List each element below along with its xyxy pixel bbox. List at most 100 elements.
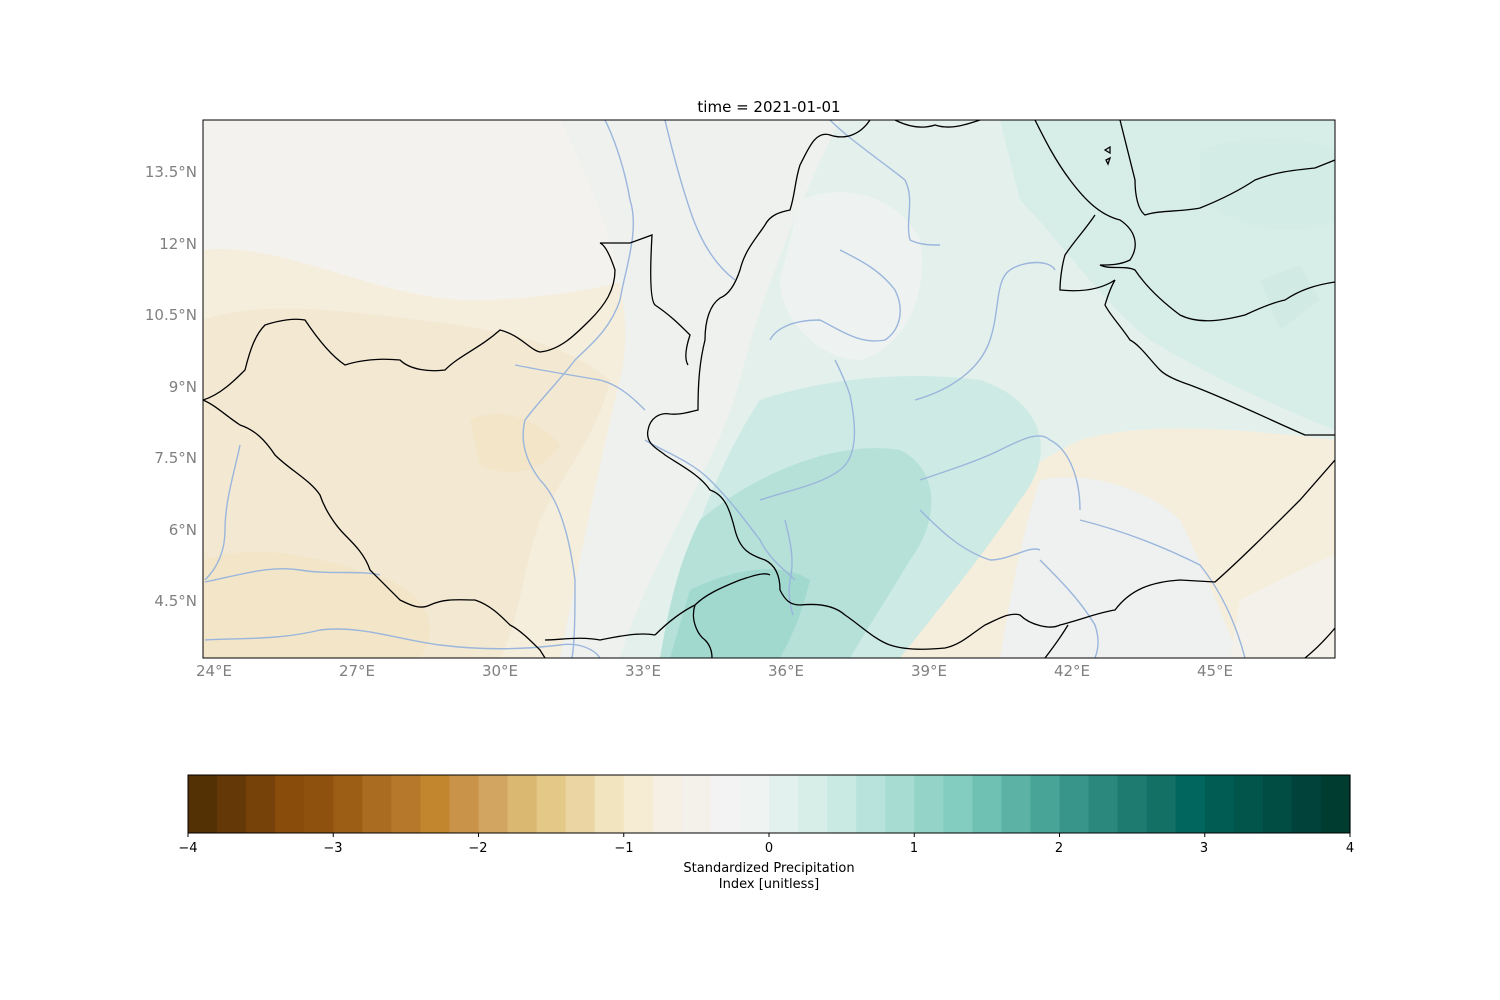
colorbar-swatch [304,775,334,833]
colorbar-tick-label: −1 [614,841,633,856]
colorbar-swatch [1030,775,1061,833]
lat-tick-label: 13.5°N [145,163,197,181]
river-sobat [644,439,796,581]
colorbar-tick-label: 4 [1346,841,1354,856]
colorbar-swatch [391,775,421,833]
river-omo [919,509,1041,561]
lat-tick-label: 9°N [169,378,197,396]
colorbar-swatch [217,775,247,833]
rivers [204,120,1246,658]
lon-tick-label: 42°E [1054,662,1090,680]
border-south-sudan-drc [203,399,546,658]
lat-tick-label: 12°N [159,235,197,253]
spi-neutral-patch-highlands [780,192,922,360]
lon-tick-label: 30°E [482,662,518,680]
borders [203,120,1335,658]
border-kenya-somalia [1044,624,1069,658]
river-tekeze [829,120,941,246]
colorbar-swatch [188,775,218,833]
colorbar-swatch [739,775,770,833]
river-jur [204,444,241,581]
colorbar-swatch [885,775,915,833]
colorbar-swatch [536,775,567,833]
spi-neutral-patch-southeast [1000,477,1240,658]
river-akobo [784,519,794,616]
border-sudan-chad [894,120,981,128]
spi-field [203,120,1335,658]
river-juba [1039,559,1099,658]
colorbar-swatch [333,775,363,833]
colorbar-label-line-2: Index [unitless] [719,877,819,892]
colorbar-swatch [798,775,828,833]
colorbar-swatch [1059,775,1090,833]
lon-tick-label: 45°E [1197,662,1233,680]
colorbar-tick-label: 3 [1200,841,1208,856]
river-blue-nile-tributary [664,120,736,281]
colorbar-swatch [943,775,973,833]
coast-yemen-islands [1103,145,1112,166]
colorbar-swatch [478,775,509,833]
colorbar-swatch [507,775,538,833]
lon-tick-label: 24°E [196,662,232,680]
lon-tick-label: 36°E [768,662,804,680]
colorbar-swatch [972,775,1002,833]
colorbar-swatch [1291,775,1322,833]
border-south-sudan-north [203,234,691,401]
river-awash-north [914,261,1056,401]
colorbar-swatch [769,775,799,833]
border-uganda-kenya [654,573,771,636]
colorbar-tick-label: −2 [468,841,487,856]
lon-tick-label: 39°E [911,662,947,680]
colorbar-swatch [1233,775,1264,833]
colorbar-swatch [275,775,305,833]
colorbar-ticks: −4 −3 −2 −1 0 1 2 3 4 [178,833,1354,856]
lat-tick-label: 10.5°N [145,306,197,324]
border-sudan-ethiopia [647,120,1335,650]
colorbar-swatch [1175,775,1206,833]
colorbar-swatch [246,775,276,833]
border-ethiopia-somalia [1104,279,1335,436]
colorbar: −4 −3 −2 −1 0 1 2 3 4 Standardized Preci… [178,774,1354,892]
colorbar-swatch [652,775,683,833]
latitude-ticks: 13.5°N 12°N 10.5°N 9°N 7.5°N 6°N 4.5°N [145,163,197,610]
colorbar-swatch [1320,775,1351,833]
colorbar-swatch [914,775,944,833]
colorbar-swatch [827,775,857,833]
border-uganda-south [692,604,713,658]
river-baro [759,359,856,501]
map-panel [203,120,1335,658]
colorbar-swatch [710,775,741,833]
colorbar-swatch [362,775,392,833]
map-frame [202,119,1336,659]
lon-tick-label: 33°E [625,662,661,680]
river-awash [919,435,1081,511]
colorbar-swatch [565,775,596,833]
border-somalia-south [1304,627,1335,658]
colorbar-swatch [449,775,480,833]
colorbar-tick-label: 1 [910,841,918,856]
colorbar-swatch [1088,775,1119,833]
river-uele [204,567,381,583]
colorbar-tick-label: 2 [1055,841,1063,856]
river-abay [769,249,901,342]
colorbar-swatch [1117,775,1148,833]
colorbar-swatch [1204,775,1235,833]
lon-tick-label: 27°E [339,662,375,680]
spi-dry-patch-central [470,414,560,473]
border-eritrea-djibouti [1059,214,1116,292]
colorbar-swatch [681,775,712,833]
longitude-ticks: 24°E 27°E 30°E 33°E 36°E 39°E 42°E 45°E [196,662,1233,680]
colorbar-label-line-1: Standardized Precipitation [683,861,854,876]
colorbar-tick-label: −4 [178,841,197,856]
colorbar-swatch [1262,775,1293,833]
river-uele-south [204,628,601,658]
colorbar-swatch [623,775,654,833]
spi-wet-patch-northeast [1200,138,1335,231]
coast-red-sea-upper [1119,120,1335,216]
map-title: time = 2021-01-01 [697,98,840,116]
border-south-sudan-uganda [544,633,656,641]
colorbar-swatches [188,775,1351,833]
colorbar-swatch [856,775,886,833]
spi-wet-region-peak [670,569,810,658]
